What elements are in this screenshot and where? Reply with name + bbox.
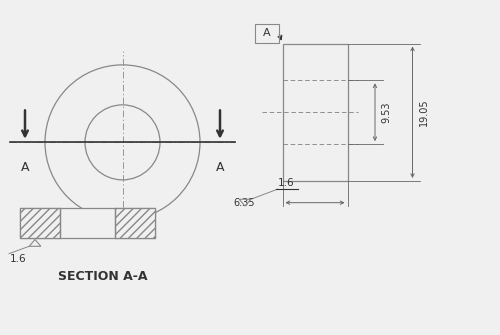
Text: 1.6: 1.6	[10, 254, 26, 264]
Text: A: A	[20, 161, 29, 174]
Text: 9.53: 9.53	[381, 102, 391, 123]
Text: A: A	[262, 28, 270, 39]
Text: SECTION A-A: SECTION A-A	[58, 270, 147, 283]
Text: A: A	[216, 161, 224, 174]
Bar	[20, 208, 155, 238]
Bar	[254, 24, 278, 43]
Bar	[282, 44, 348, 181]
Bar	[20, 208, 60, 238]
Text: 1.6: 1.6	[278, 178, 294, 188]
Bar	[115, 208, 155, 238]
Text: 6.35: 6.35	[234, 198, 255, 208]
Text: 19.05: 19.05	[418, 98, 428, 126]
